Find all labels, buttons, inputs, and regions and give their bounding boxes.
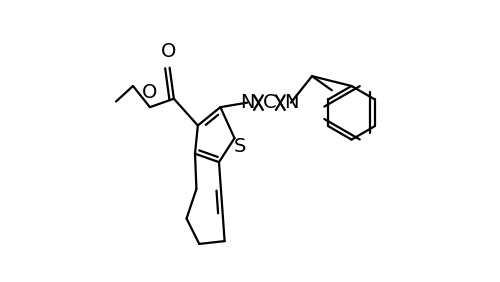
Text: N: N xyxy=(240,93,254,112)
Text: S: S xyxy=(234,137,246,156)
Text: O: O xyxy=(142,83,158,102)
Text: N: N xyxy=(284,93,298,112)
Text: C: C xyxy=(263,93,276,112)
Text: O: O xyxy=(160,42,176,61)
